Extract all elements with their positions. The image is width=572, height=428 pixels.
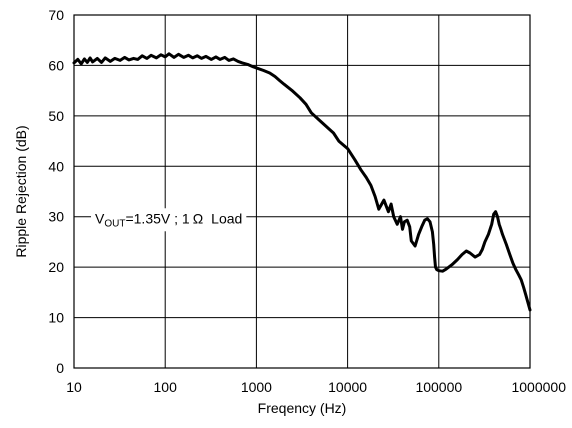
y-tick-labels: 0 10 20 30 40 50 60 70 bbox=[48, 7, 64, 376]
ohm-symbol: Ω bbox=[193, 210, 203, 226]
y-tick-label: 10 bbox=[48, 310, 64, 326]
annotation-load: Load bbox=[211, 210, 242, 226]
y-tick-label: 70 bbox=[48, 7, 64, 23]
annotation-background bbox=[91, 208, 247, 232]
x-tick-label: 1000000 bbox=[511, 379, 566, 395]
plot-frame bbox=[73, 14, 531, 369]
annotation-subscript: OUT bbox=[104, 218, 125, 229]
annotation-prefix: V bbox=[95, 210, 105, 226]
y-tick-label: 40 bbox=[48, 158, 64, 174]
x-tick-label: 10000 bbox=[328, 379, 367, 395]
x-tick-labels: 10 100 1000 10000 100000 1000000 bbox=[66, 379, 566, 395]
annotation-label: VOUT=1.35V ; 1 Ω Load bbox=[95, 210, 242, 229]
y-tick-label: 20 bbox=[48, 259, 64, 275]
x-tick-label: 100 bbox=[154, 379, 178, 395]
y-tick-label: 60 bbox=[48, 57, 64, 73]
series-line bbox=[72, 52, 532, 312]
y-tick-label: 50 bbox=[48, 108, 64, 124]
y-tick-label: 30 bbox=[48, 209, 64, 225]
annotation-suffix: =1.35V ; 1 bbox=[125, 210, 189, 226]
series-layer bbox=[72, 52, 532, 312]
y-tick-label: 0 bbox=[56, 360, 64, 376]
x-tick-label: 100000 bbox=[415, 379, 462, 395]
x-tick-label: 10 bbox=[66, 379, 82, 395]
x-axis-title: Freqency (Hz) bbox=[258, 400, 347, 416]
y-axis-title: Ripple Rejection (dB) bbox=[13, 125, 29, 257]
x-tick-label: 1000 bbox=[241, 379, 272, 395]
